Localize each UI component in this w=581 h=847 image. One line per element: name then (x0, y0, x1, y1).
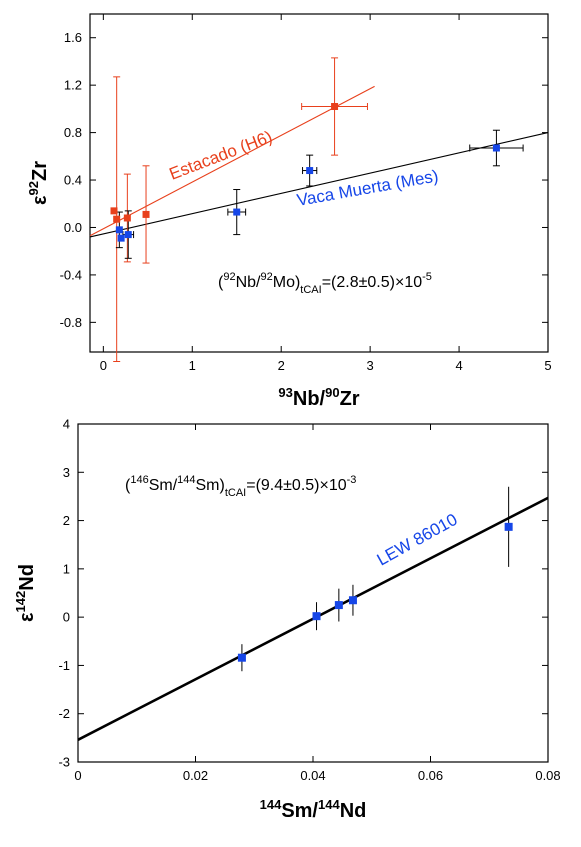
zr-data-point (113, 215, 121, 223)
nd-y-tick-label: -2 (58, 706, 70, 721)
zr-points (110, 103, 500, 242)
nd-x-tick-label: 0.08 (535, 768, 560, 783)
zr-x-tick-label: 5 (544, 358, 551, 373)
nd-data-point (312, 612, 321, 621)
nd-series-label-lew: LEW 86010 (374, 510, 461, 570)
zr-fit-lines (89, 85, 549, 238)
nd-data-point (348, 596, 357, 605)
zr-data-point (331, 103, 339, 111)
nd-x-tick-label: 0.06 (418, 768, 443, 783)
zr-y-ticks: -0.8 -0.4 0.0 0.4 0.8 1.2 1.6 (60, 30, 548, 330)
nd-y-tick-label: -3 (58, 755, 70, 770)
nd-points (237, 522, 513, 662)
zr-y-tick-label: 0.8 (64, 125, 82, 140)
zr-error-bars (113, 57, 524, 362)
nd-data-point (237, 653, 246, 662)
zr-data-point (306, 167, 314, 175)
nd-x-tick-label: 0 (74, 768, 81, 783)
nd-isochron-annotation: (146Sm/144Sm)tCAI=(9.4±0.5)×10-3 (125, 474, 356, 499)
zr-data-point (124, 231, 132, 239)
zr-data-point (115, 226, 123, 234)
zr-y-tick-label: 1.2 (64, 78, 82, 93)
nd-data-point (334, 601, 343, 610)
nd-y-axis-label: ε142Nd (13, 564, 38, 622)
zr-y-axis-label: ε92Zr (26, 161, 51, 205)
nd-y-tick-label: 3 (63, 465, 70, 480)
zr-x-tick-label: 2 (278, 358, 285, 373)
zr-y-tick-label: 1.6 (64, 30, 82, 45)
zr-data-point (117, 234, 125, 242)
zr-fit-line-1 (89, 132, 549, 238)
nd-x-ticks: 0 0.02 0.04 0.06 0.08 (74, 424, 561, 783)
zr-data-point (142, 210, 150, 218)
zr-data-point (123, 214, 131, 222)
zr-series-label-estacado: Estacado (H6) (167, 127, 275, 184)
zr-fit-line-0 (89, 85, 375, 237)
nd-y-tick-label: 1 (63, 561, 70, 576)
nd-y-tick-label: 0 (63, 610, 70, 625)
nd-y-tick-label: 4 (63, 417, 70, 432)
zr-x-tick-label: 3 (367, 358, 374, 373)
zr-data-point (110, 207, 118, 215)
nd-y-tick-label: 2 (63, 513, 70, 528)
zr-data-point (233, 208, 241, 216)
zr-y-tick-label: -0.8 (60, 315, 82, 330)
zr-data-point (492, 144, 500, 152)
nd-x-axis-label: 144Sm/144Nd (260, 797, 367, 822)
zr-y-tick-label: 0.4 (64, 173, 82, 188)
zr-x-tick-label: 1 (189, 358, 196, 373)
nd-x-tick-label: 0.02 (183, 768, 208, 783)
zr-y-tick-label: 0.0 (64, 220, 82, 235)
nd-error-bars (241, 486, 510, 672)
nd-x-tick-label: 0.04 (300, 768, 325, 783)
zr-x-axis-label: 93Nb/90Zr (278, 385, 359, 410)
zr-panel: 0 1 2 3 4 5 -0.8 -0.4 0.0 0.4 0.8 1.2 1.6 Estacado … (26, 13, 552, 410)
zr-x-ticks: 0 1 2 3 4 5 (100, 14, 552, 373)
zr-x-tick-label: 0 (100, 358, 107, 373)
zr-plot-frame (89, 13, 549, 353)
nd-y-tick-label: -1 (58, 658, 70, 673)
zr-x-tick-label: 4 (455, 358, 462, 373)
nd-y-ticks: -3 -2 -1 0 1 2 3 4 (58, 417, 548, 770)
zr-isochron-annotation: (92Nb/92Mo)tCAI=(2.8±0.5)×10-5 (218, 271, 432, 296)
zr-y-tick-label: -0.4 (60, 267, 82, 282)
nd-data-point (504, 522, 513, 531)
